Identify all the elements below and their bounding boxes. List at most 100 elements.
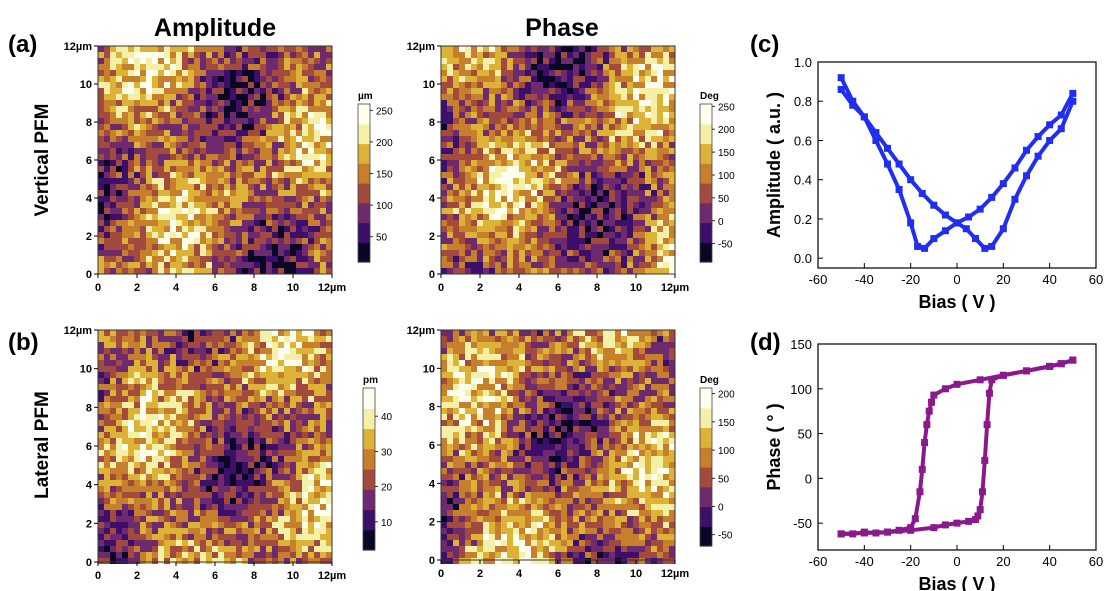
data-point — [837, 85, 845, 93]
data-point — [972, 516, 980, 524]
data-point — [1034, 152, 1042, 160]
x-tick-label: 8 — [594, 282, 600, 294]
data-point — [1034, 133, 1042, 141]
x-tick-label: 4 — [516, 282, 523, 294]
plot-frame — [817, 343, 1097, 551]
y-axis-label: Amplitude ( a.u. ) — [764, 92, 784, 238]
map-image-vert-phase — [441, 46, 675, 274]
map-image-vert-amp — [98, 46, 332, 274]
y-tick-label: 4 — [429, 478, 436, 490]
y-tick-label: 100 — [790, 382, 812, 397]
colorbar-tick-label: 200 — [718, 390, 735, 401]
colorbar-tick-label: 40 — [381, 412, 393, 423]
series-1 — [837, 356, 1077, 538]
data-point — [972, 235, 980, 243]
colorbar-tick-label: 100 — [718, 171, 735, 182]
data-point — [872, 136, 880, 144]
x-tick-label: 6 — [212, 570, 218, 582]
data-point — [1069, 97, 1077, 105]
data-point — [916, 488, 924, 496]
data-point — [849, 101, 857, 109]
y-tick-label: 50 — [798, 427, 812, 442]
data-point — [1046, 136, 1054, 144]
y-tick-label: 0 — [429, 555, 435, 567]
y-tick-label: 2 — [86, 518, 92, 530]
data-point — [976, 506, 984, 514]
colorbar-frame — [357, 103, 371, 263]
data-point — [914, 242, 922, 250]
x-tick-label: 10 — [287, 570, 299, 582]
data-point — [1046, 121, 1054, 129]
data-point — [918, 465, 926, 473]
y-tick-label: 2 — [86, 231, 92, 243]
y-tick-label: 8 — [429, 402, 435, 414]
data-point — [849, 97, 857, 105]
x-tick-label: 20 — [996, 272, 1010, 287]
x-tick-label: 0 — [95, 570, 101, 582]
map-image-lat-phase — [441, 330, 675, 564]
colorbar-tick-label: 100 — [376, 201, 393, 212]
colorbar-tick-label: 250 — [718, 102, 735, 113]
data-point — [1023, 172, 1030, 180]
y-tick-label: 10 — [80, 364, 92, 376]
y-tick-label: 0.2 — [794, 212, 812, 227]
data-point — [1011, 164, 1019, 172]
colorbar-tick-label: 50 — [376, 233, 388, 244]
series-1 — [837, 85, 1077, 252]
x-tick-label: 8 — [251, 282, 257, 294]
hysteresis-chart-amplitude: -60 -40 -20 0 20 40 60 0.0 0.2 0.4 0.6 0.8 1.0 Bias (… — [764, 55, 1103, 312]
data-point — [981, 456, 989, 464]
data-point — [1057, 125, 1065, 133]
x-tick-label: 0 — [438, 568, 444, 580]
map-image-lat-amp — [98, 330, 332, 564]
y-tick-label: 0 — [805, 471, 812, 486]
row-title-lateral: Lateral PFM — [32, 391, 53, 499]
x-tick-label: 2 — [477, 282, 483, 294]
data-point — [985, 389, 993, 397]
data-point — [941, 211, 949, 219]
data-point — [872, 129, 880, 137]
data-point — [895, 186, 903, 194]
data-point — [1023, 367, 1030, 375]
x-tick-label: 6 — [555, 282, 561, 294]
data-point — [978, 488, 986, 496]
colorbar-unit: pm — [363, 375, 378, 386]
colorbar-frame — [699, 387, 713, 547]
y-tick-label: 0.0 — [794, 251, 812, 266]
data-point — [837, 530, 845, 538]
x-tick-label: 0 — [953, 272, 960, 287]
data-point — [1069, 356, 1077, 364]
x-tick-label: 4 — [173, 570, 180, 582]
colorbar-tick-label: 10 — [381, 518, 393, 529]
data-point — [941, 385, 949, 393]
y-tick-label: 0 — [429, 269, 435, 281]
data-point — [930, 201, 938, 209]
x-tick-label: 10 — [287, 282, 299, 294]
x-axis-label: Bias ( V ) — [918, 574, 995, 591]
data-point — [999, 225, 1007, 233]
colorbar-tick-label: 0 — [718, 503, 724, 514]
data-point — [930, 391, 938, 399]
data-point — [988, 376, 996, 384]
data-point — [999, 180, 1007, 188]
x-tick-label: 12µm — [661, 282, 690, 294]
y-tick-label: 4 — [86, 480, 93, 492]
colorbar-tick-label: 250 — [376, 106, 393, 117]
header-phase: Phase — [525, 14, 599, 42]
colorbar-tick-label: 150 — [718, 148, 735, 159]
y-tick-label: 12µm — [407, 325, 436, 337]
colorbar-tick-label: 150 — [376, 170, 393, 181]
data-point — [988, 242, 996, 250]
data-point — [953, 380, 961, 388]
x-tick-label: -40 — [855, 272, 874, 287]
data-point — [918, 189, 926, 197]
data-point — [983, 421, 991, 429]
colorbar-unit: Deg — [700, 375, 719, 386]
y-tick-label: 12µm — [407, 41, 436, 53]
data-point — [930, 235, 938, 243]
colorbar-frame — [362, 387, 376, 551]
data-point — [837, 74, 845, 82]
